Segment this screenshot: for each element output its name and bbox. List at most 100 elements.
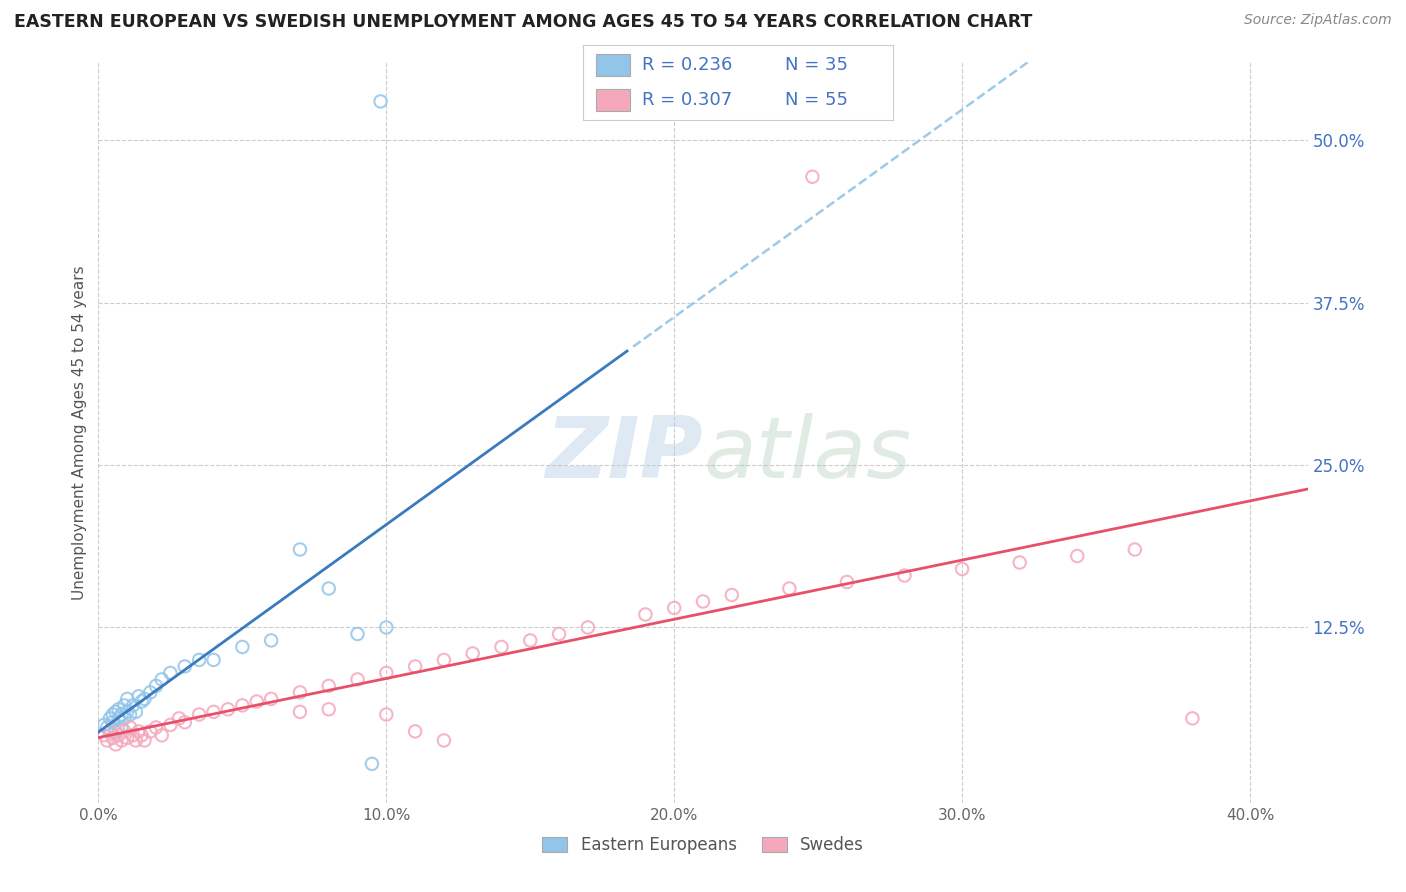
Point: [231, 698, 253, 713]
Point: [101, 707, 124, 722]
Point: [120, 707, 142, 722]
Point: [107, 702, 129, 716]
Point: [159, 665, 181, 680]
Point: [139, 685, 162, 699]
Y-axis label: Unemployment Among Ages 45 to 54 years: Unemployment Among Ages 45 to 54 years: [72, 265, 87, 600]
FancyBboxPatch shape: [596, 54, 630, 77]
Point: [634, 607, 657, 622]
Point: [110, 721, 132, 735]
Point: [246, 694, 269, 708]
Point: [461, 647, 484, 661]
Point: [288, 542, 311, 557]
Point: [173, 659, 195, 673]
Point: [375, 665, 398, 680]
Point: [375, 620, 398, 634]
Point: [98, 724, 121, 739]
Point: [288, 705, 311, 719]
Point: [1123, 542, 1146, 557]
Point: [202, 653, 225, 667]
Point: [720, 588, 742, 602]
Point: [112, 724, 135, 739]
Point: [125, 733, 148, 747]
Point: [433, 653, 456, 667]
Point: [104, 705, 127, 719]
Point: [107, 711, 129, 725]
Point: [131, 694, 153, 708]
Point: [1066, 549, 1088, 563]
Point: [112, 711, 135, 725]
Point: [217, 702, 239, 716]
Point: [404, 659, 426, 673]
FancyBboxPatch shape: [596, 88, 630, 112]
Point: [231, 640, 253, 654]
Point: [664, 601, 686, 615]
Point: [950, 562, 973, 576]
Point: [125, 705, 148, 719]
Point: [519, 633, 541, 648]
Point: [576, 620, 599, 634]
Point: [433, 733, 456, 747]
Point: [112, 698, 135, 713]
Point: [115, 731, 138, 745]
Point: [167, 711, 190, 725]
Point: [131, 728, 153, 742]
Text: R = 0.236: R = 0.236: [643, 56, 733, 74]
Point: [361, 756, 384, 771]
Point: [491, 640, 513, 654]
Point: [150, 728, 173, 742]
Point: [404, 724, 426, 739]
Point: [1181, 711, 1204, 725]
Point: [346, 627, 368, 641]
Point: [835, 574, 858, 589]
Point: [150, 673, 173, 687]
Point: [145, 679, 167, 693]
Point: [101, 731, 124, 745]
Point: [93, 728, 115, 742]
Point: [375, 707, 398, 722]
Point: [318, 679, 340, 693]
Point: [692, 594, 714, 608]
Point: [139, 724, 162, 739]
Point: [145, 721, 167, 735]
Point: [188, 653, 211, 667]
Point: [122, 698, 145, 713]
Point: [122, 728, 145, 742]
Text: N = 55: N = 55: [785, 91, 848, 109]
Point: [370, 95, 392, 109]
Point: [98, 711, 121, 725]
Text: ZIP: ZIP: [546, 413, 703, 496]
Point: [188, 707, 211, 722]
Point: [346, 673, 368, 687]
Point: [260, 633, 283, 648]
Point: [120, 721, 142, 735]
Point: [110, 733, 132, 747]
Point: [107, 728, 129, 742]
Point: [128, 690, 150, 704]
Point: [288, 685, 311, 699]
Point: [110, 707, 132, 722]
Point: [104, 737, 127, 751]
Point: [93, 718, 115, 732]
Text: EASTERN EUROPEAN VS SWEDISH UNEMPLOYMENT AMONG AGES 45 TO 54 YEARS CORRELATION C: EASTERN EUROPEAN VS SWEDISH UNEMPLOYMENT…: [14, 13, 1032, 31]
Point: [159, 718, 181, 732]
Text: Source: ZipAtlas.com: Source: ZipAtlas.com: [1244, 13, 1392, 28]
Text: atlas: atlas: [703, 413, 911, 496]
Point: [1008, 556, 1031, 570]
Legend: Eastern Europeans, Swedes: Eastern Europeans, Swedes: [536, 830, 870, 861]
Point: [801, 169, 824, 184]
Point: [101, 715, 124, 730]
Text: N = 35: N = 35: [785, 56, 848, 74]
Point: [202, 705, 225, 719]
Point: [318, 702, 340, 716]
Point: [173, 715, 195, 730]
Point: [134, 733, 156, 747]
Text: R = 0.307: R = 0.307: [643, 91, 733, 109]
Point: [778, 582, 800, 596]
Point: [134, 692, 156, 706]
Point: [115, 705, 138, 719]
Point: [96, 721, 118, 735]
Point: [115, 692, 138, 706]
Point: [318, 582, 340, 596]
Point: [104, 724, 127, 739]
Point: [548, 627, 571, 641]
